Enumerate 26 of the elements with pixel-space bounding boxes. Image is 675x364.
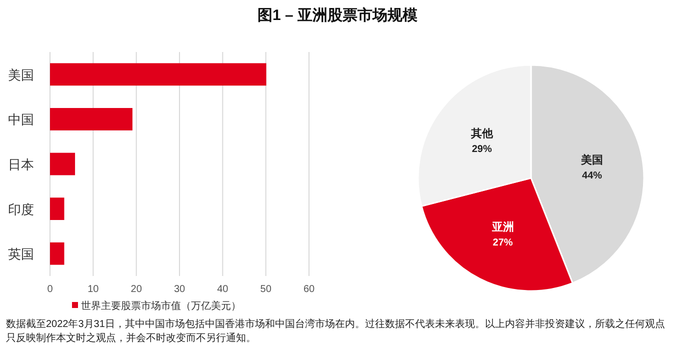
data-label: 27% — [492, 237, 513, 248]
y-tick-label: 中国 — [8, 112, 34, 128]
data-label: 44% — [582, 170, 602, 182]
x-tick-label: 20 — [130, 284, 142, 295]
x-tick-label: 50 — [260, 284, 272, 295]
y-tick-label: 日本 — [8, 157, 34, 172]
y-tick-label: 印度 — [8, 202, 34, 217]
x-tick-label: 10 — [88, 284, 100, 295]
x-tick-label: 40 — [217, 284, 229, 295]
y-tick-label: 英国 — [8, 246, 34, 262]
slice-label: 美国 — [580, 153, 604, 166]
bar — [50, 242, 64, 265]
y-tick-label: 美国 — [8, 67, 34, 82]
bar — [50, 108, 132, 130]
x-tick-label: 60 — [303, 284, 315, 295]
x-tick-label: 30 — [174, 284, 186, 295]
bar — [50, 152, 76, 176]
slice-label: 其他 — [470, 126, 494, 140]
data-label: 29% — [472, 144, 492, 155]
legend-label: 世界主要股票市场市值（万亿美元） — [81, 300, 241, 312]
slice-label: 亚洲 — [490, 220, 514, 234]
bar — [50, 198, 64, 220]
chart-title: 图1 – 亚洲股票市场规模 — [257, 6, 419, 24]
bar — [50, 63, 266, 86]
x-tick-label: 0 — [47, 284, 54, 295]
text: 数据截至2022年3月31日，其中中国市场包括中国香港市场和中国台湾市场在内。过往数据不代表未来表现。以上内容并非投资建议，所载之任何观点只反映制作本文时之观点，并会不时改变而不另行通知。 — [6, 318, 666, 346]
